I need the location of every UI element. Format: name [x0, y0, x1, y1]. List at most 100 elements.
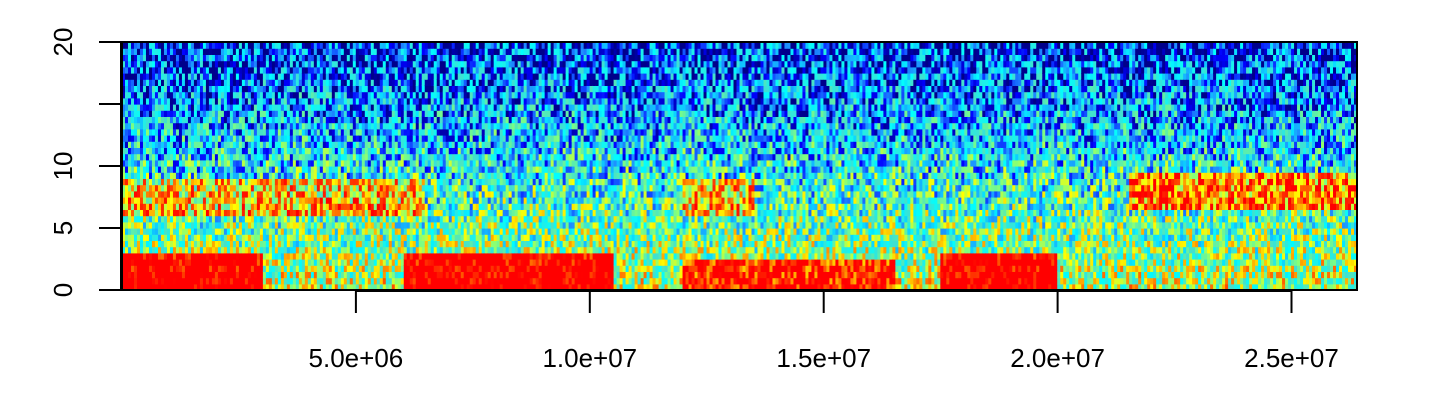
- heatmap-cell: [232, 85, 237, 93]
- heatmap-cell: [292, 246, 297, 254]
- heatmap-cell: [334, 283, 339, 290]
- heatmap-cell: [340, 209, 345, 217]
- heatmap-cell: [295, 221, 300, 229]
- heatmap-cell: [271, 42, 276, 49]
- heatmap-cell: [331, 110, 336, 117]
- heatmap-cell: [178, 91, 183, 99]
- heatmap-cell: [223, 48, 228, 55]
- heatmap-cell: [125, 97, 129, 105]
- heatmap-cell: [130, 209, 135, 217]
- heatmap-cell: [181, 209, 186, 217]
- heatmap-cell: [253, 91, 258, 99]
- heatmap-cell: [193, 91, 198, 99]
- heatmap-cell: [259, 234, 264, 241]
- heatmap-cell: [262, 79, 267, 86]
- heatmap-cell: [196, 283, 201, 290]
- heatmap-cell: [250, 259, 255, 266]
- heatmap-cell: [163, 110, 168, 117]
- heatmap-cell: [190, 203, 195, 210]
- heatmap-cell: [271, 97, 276, 105]
- heatmap-cell: [334, 110, 339, 117]
- heatmap-cell: [148, 110, 153, 117]
- heatmap-cell: [334, 259, 339, 266]
- heatmap-cell: [142, 54, 147, 62]
- heatmap-cell: [205, 91, 210, 99]
- heatmap-cell: [265, 166, 270, 173]
- heatmap-cell: [125, 48, 129, 55]
- heatmap-cell: [292, 104, 297, 111]
- heatmap-cell: [142, 153, 147, 161]
- heatmap-cell: [130, 60, 135, 68]
- heatmap-cell: [259, 283, 264, 290]
- heatmap-cell: [181, 54, 186, 62]
- heatmap-cell: [262, 122, 267, 130]
- heatmap-cell: [250, 277, 255, 285]
- heatmap-cell: [343, 66, 348, 74]
- heatmap-cell: [301, 234, 306, 241]
- heatmap-cell: [205, 209, 210, 217]
- heatmap-cell: [331, 79, 336, 86]
- heatmap-cell: [190, 277, 195, 285]
- heatmap-cell: [238, 141, 243, 148]
- heatmap-cell: [208, 116, 213, 124]
- heatmap-cell: [145, 91, 150, 99]
- heatmap-cell: [160, 271, 165, 279]
- heatmap-cell: [325, 221, 330, 229]
- heatmap-cell: [199, 203, 204, 210]
- heatmap-cell: [229, 246, 234, 254]
- heatmap-cell: [298, 178, 303, 186]
- heatmap-cell: [151, 259, 156, 266]
- heatmap-cell: [190, 79, 195, 86]
- heatmap-cell: [208, 147, 213, 155]
- heatmap-cell: [277, 240, 282, 248]
- heatmap-cell: [334, 252, 339, 260]
- heatmap-cell: [172, 122, 177, 130]
- heatmap-cell: [343, 172, 348, 179]
- heatmap-cell: [196, 271, 201, 279]
- heatmap-cell: [289, 135, 294, 142]
- heatmap-cell: [319, 42, 324, 49]
- heatmap-cell: [334, 48, 339, 55]
- heatmap-cell: [223, 265, 228, 272]
- heatmap-cell: [166, 48, 171, 55]
- heatmap-cell: [181, 110, 186, 117]
- heatmap-cell: [193, 234, 198, 241]
- heatmap-cell: [259, 116, 264, 124]
- heatmap-cell: [277, 110, 282, 117]
- heatmap-cell: [343, 122, 348, 130]
- heatmap-cell: [292, 85, 297, 93]
- heatmap-cell: [202, 221, 207, 229]
- heatmap-cell: [325, 203, 330, 210]
- heatmap-cell: [136, 203, 141, 210]
- heatmap-cell: [122, 166, 126, 173]
- heatmap-cell: [301, 66, 306, 74]
- heatmap-cell: [157, 271, 162, 279]
- heatmap-cell: [343, 265, 348, 272]
- heatmap-cell: [187, 221, 192, 229]
- heatmap-cell: [181, 141, 186, 148]
- heatmap-cell: [229, 240, 234, 248]
- heatmap-cell: [331, 259, 336, 266]
- heatmap-cell: [190, 228, 195, 235]
- heatmap-cell: [175, 73, 180, 80]
- heatmap-cell: [298, 122, 303, 130]
- heatmap-cell: [139, 259, 144, 266]
- heatmap-cell: [205, 203, 210, 210]
- heatmap-cell: [199, 85, 204, 93]
- heatmap-cell: [331, 283, 336, 290]
- heatmap-cell: [196, 166, 201, 173]
- heatmap-cell: [301, 60, 306, 68]
- heatmap-cell: [253, 48, 258, 55]
- heatmap-cell: [322, 259, 327, 266]
- heatmap-cell: [310, 135, 315, 142]
- heatmap-cell: [172, 184, 177, 192]
- heatmap-cell: [145, 166, 150, 173]
- heatmap-cell: [205, 240, 210, 248]
- heatmap-cell: [184, 135, 189, 142]
- heatmap-cell: [268, 54, 273, 62]
- heatmap-cell: [253, 79, 258, 86]
- heatmap-cell: [151, 209, 156, 217]
- heatmap-cell: [265, 265, 270, 272]
- heatmap-cell: [265, 215, 270, 223]
- heatmap-cell: [136, 215, 141, 223]
